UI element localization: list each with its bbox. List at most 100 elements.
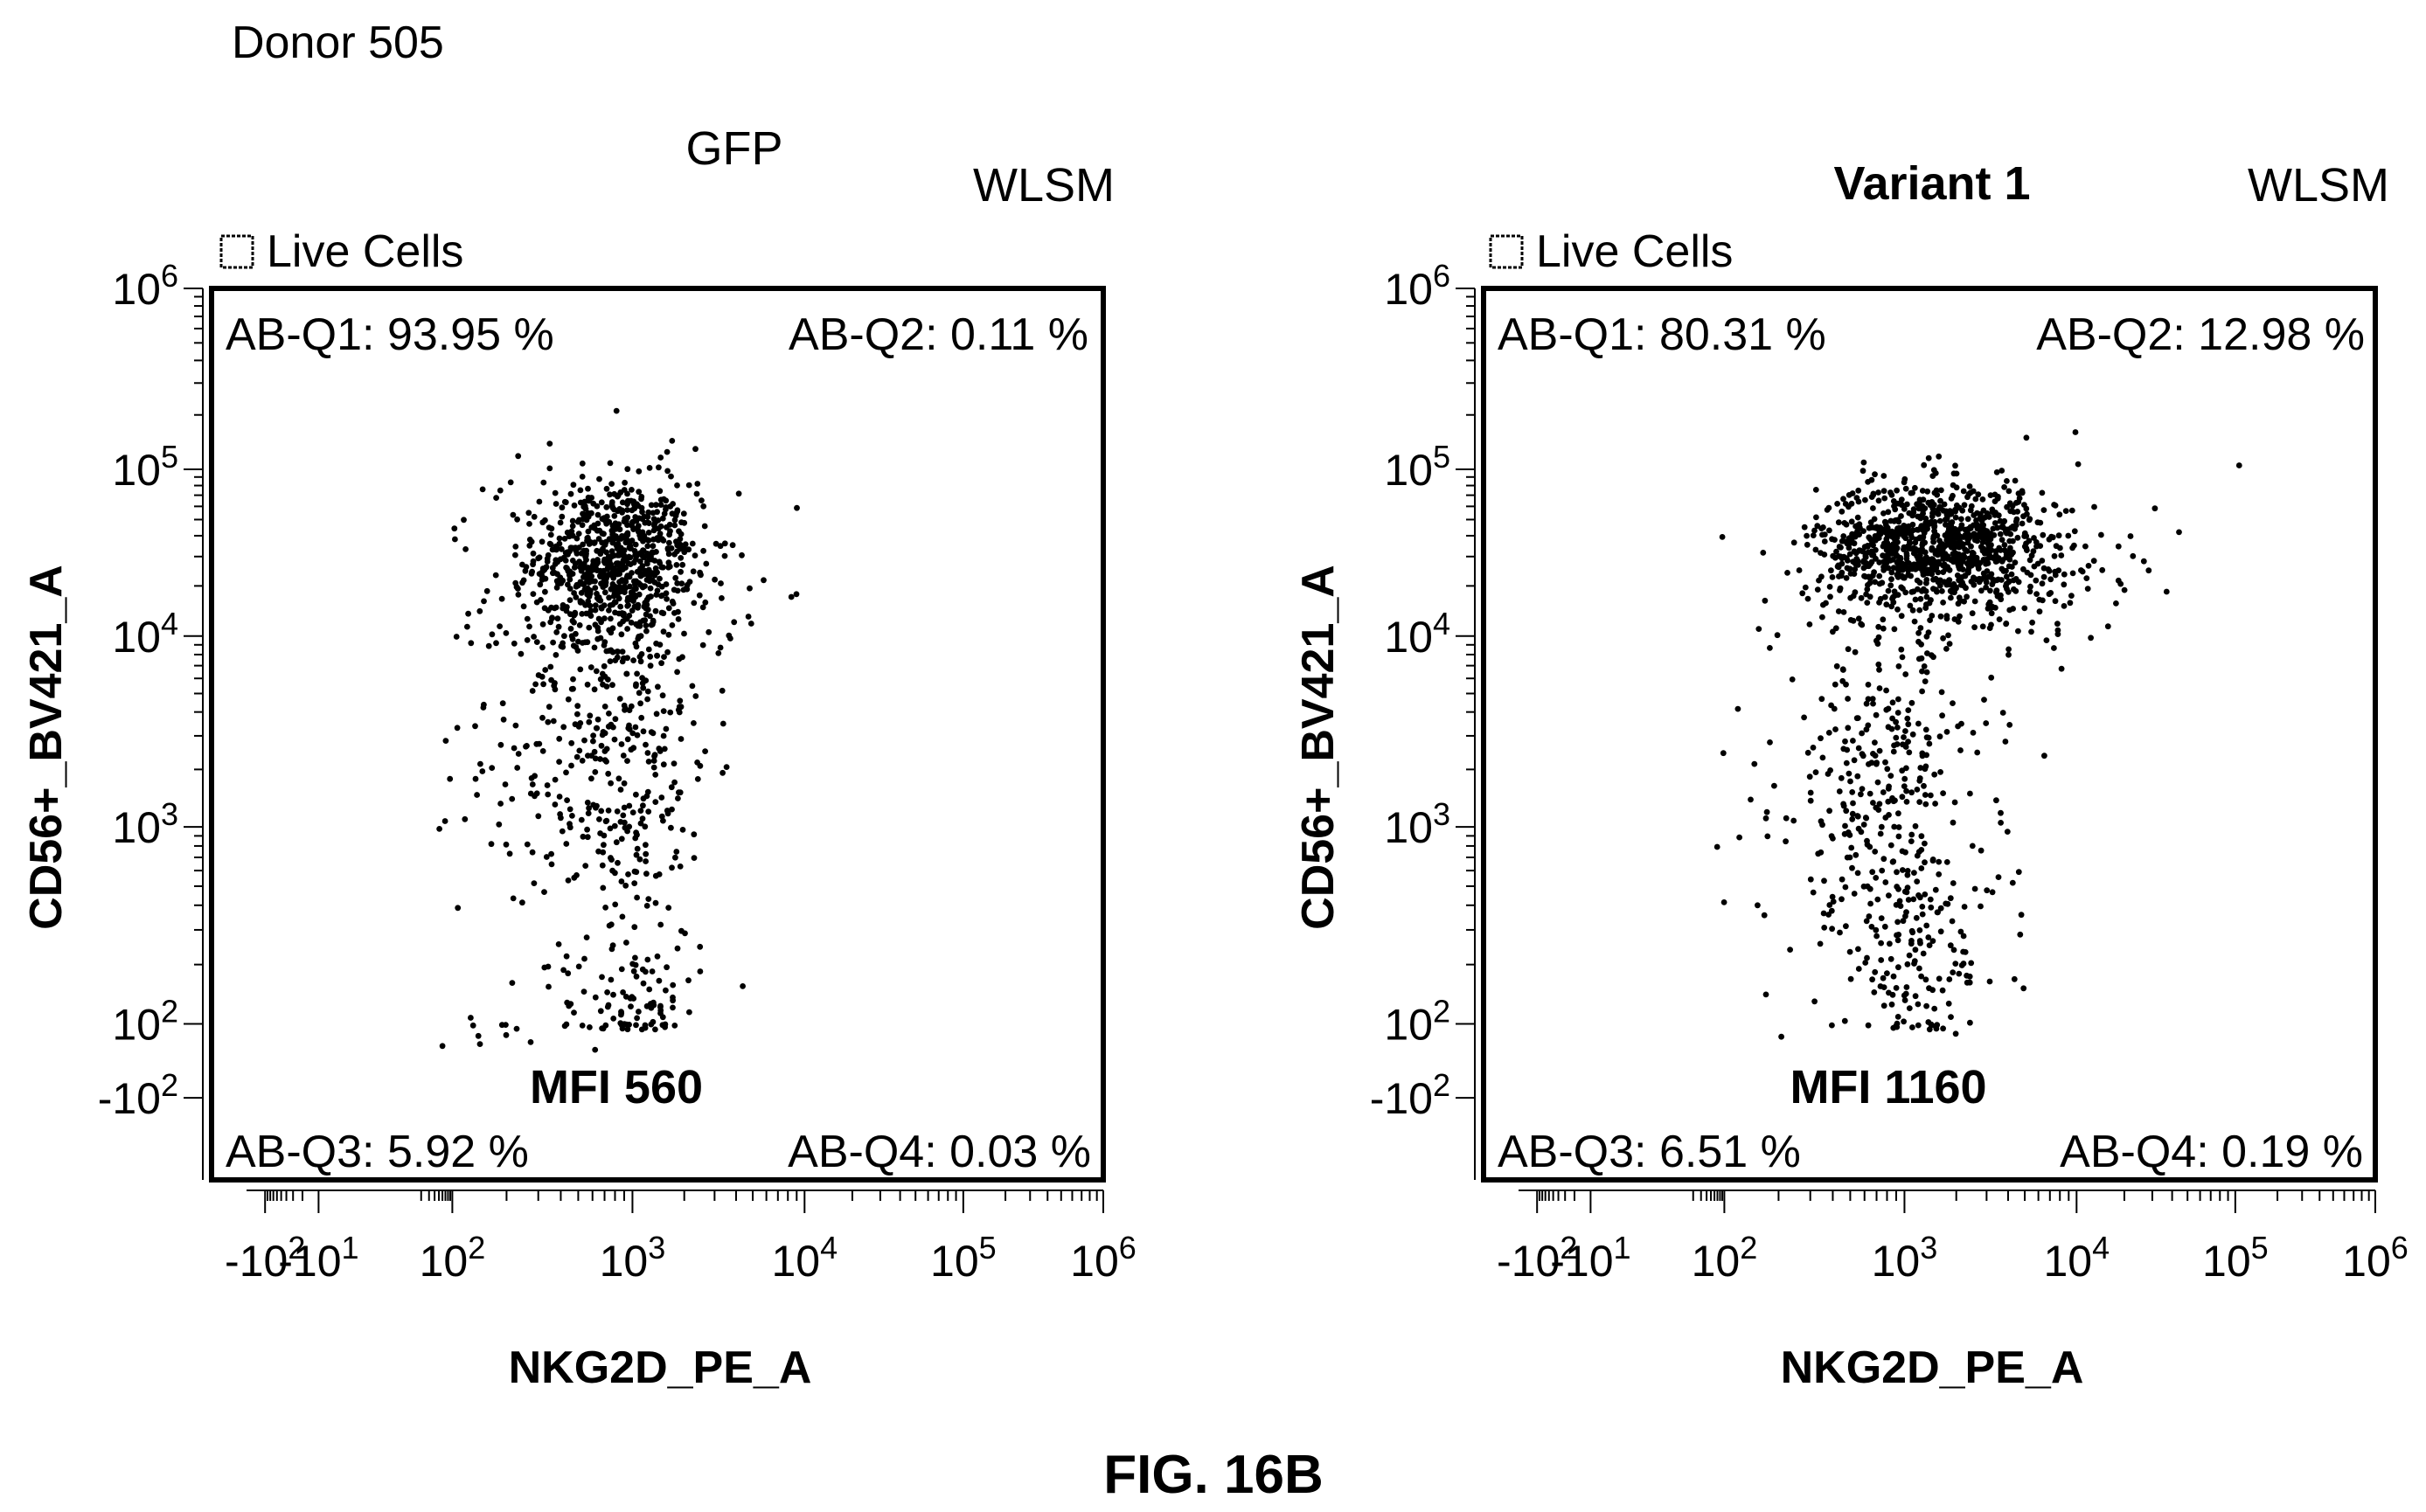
scatter-point — [577, 599, 584, 606]
scatter-point — [699, 604, 706, 611]
scatter-point — [1970, 730, 1977, 736]
scatter-point — [630, 968, 637, 974]
scatter-point — [1939, 987, 1946, 994]
scatter-point — [1989, 889, 1996, 896]
scatter-point — [1889, 991, 1896, 998]
scatter-point — [694, 776, 701, 782]
scatter-point — [1917, 595, 1924, 602]
scatter-point — [1915, 892, 1922, 898]
scatter-point — [1811, 998, 1818, 1005]
scatter-point — [1885, 798, 1892, 805]
scatter-point — [571, 1009, 577, 1016]
scatter-point — [1929, 857, 1936, 864]
scatter-point — [619, 913, 626, 920]
scatter-point — [539, 673, 546, 680]
scatter-point — [574, 703, 581, 710]
scatter-point — [659, 1014, 666, 1021]
scatter-point — [515, 751, 522, 757]
scatter-point — [592, 607, 599, 614]
scatter-point — [1979, 539, 1986, 545]
scatter-point — [1821, 925, 1828, 931]
scatter-point — [1909, 929, 1916, 936]
scatter-point — [1836, 544, 1843, 550]
scatter-point — [1854, 715, 1861, 721]
scatter-point — [523, 564, 530, 571]
scatter-point — [1852, 648, 1859, 655]
scatter-point — [1905, 721, 1912, 728]
scatter-point — [715, 650, 722, 656]
scatter-point — [1840, 609, 1847, 615]
scatter-point — [1815, 850, 1822, 857]
scatter-point — [556, 794, 563, 800]
scatter-point — [1962, 532, 1969, 538]
scatter-point — [1922, 763, 1929, 770]
scatter-point — [664, 545, 671, 551]
scatter-point — [1898, 613, 1905, 620]
scatter-point — [1894, 559, 1901, 565]
scatter-point — [2012, 587, 2019, 594]
scatter-point — [1820, 524, 1826, 531]
scatter-point — [514, 765, 521, 771]
scatter-point — [2068, 507, 2075, 514]
scatter-point — [643, 968, 649, 975]
scatter-point — [678, 555, 685, 561]
scatter-point — [2008, 551, 2015, 558]
scatter-point — [1887, 489, 1894, 496]
scatter-point — [1833, 662, 1840, 669]
scatter-point — [2006, 607, 2013, 614]
scatter-point — [656, 558, 663, 565]
scatter-point — [1947, 587, 1954, 594]
scatter-point — [2088, 635, 2095, 642]
scatter-point — [1827, 593, 1833, 600]
scatter-point — [1840, 496, 1846, 503]
scatter-point — [1880, 974, 1887, 981]
scatter-point — [1774, 632, 1781, 639]
scatter-point — [1938, 548, 1944, 555]
scatter-point — [557, 519, 564, 526]
y-tick-label: 106 — [112, 258, 178, 314]
scatter-point — [2021, 533, 2028, 539]
scatter-point — [571, 619, 577, 626]
scatter-point — [562, 499, 569, 506]
scatter-point — [1830, 898, 1837, 905]
scatter-point — [1863, 591, 1870, 598]
x-tick-label: 105 — [2202, 1230, 2269, 1286]
scatter-point — [608, 921, 615, 928]
scatter-point — [719, 769, 726, 776]
scatter-point — [578, 590, 585, 596]
scatter-point — [594, 511, 601, 518]
scatter-point — [550, 718, 557, 725]
scatter-point — [576, 517, 582, 524]
scatter-point — [541, 605, 548, 612]
scatter-point — [1878, 940, 1885, 947]
x-axis-label: NKG2D_PE_A — [509, 1342, 812, 1393]
scatter-point — [657, 502, 664, 508]
scatter-point — [629, 730, 636, 737]
scatter-point — [2043, 637, 2050, 643]
scatter-point — [2026, 588, 2033, 595]
scatter-point — [603, 683, 610, 690]
scatter-point — [1972, 560, 1979, 567]
scatter-point — [657, 454, 664, 461]
scatter-point — [518, 650, 525, 657]
scatter-point — [619, 499, 626, 506]
scatter-point — [670, 997, 676, 1004]
scatter-point — [1922, 516, 1929, 522]
scatter-point — [1898, 496, 1905, 503]
scatter-point — [639, 563, 646, 569]
scatter-point — [2008, 571, 2015, 578]
scatter-point — [1888, 725, 1895, 732]
scatter-point — [616, 621, 623, 628]
scatter-point — [656, 464, 662, 471]
scatter-point — [625, 871, 631, 877]
scatter-point — [1882, 879, 1889, 885]
scatter-point — [671, 760, 678, 766]
scatter-point — [536, 571, 543, 577]
scatter-point — [1964, 548, 1971, 554]
scatter-point — [1916, 799, 1923, 805]
scatter-point — [1915, 1022, 1922, 1029]
scatter-point — [557, 556, 564, 563]
scatter-point — [1915, 720, 1922, 727]
scatter-point — [1790, 817, 1797, 824]
scatter-point — [1771, 782, 1777, 789]
